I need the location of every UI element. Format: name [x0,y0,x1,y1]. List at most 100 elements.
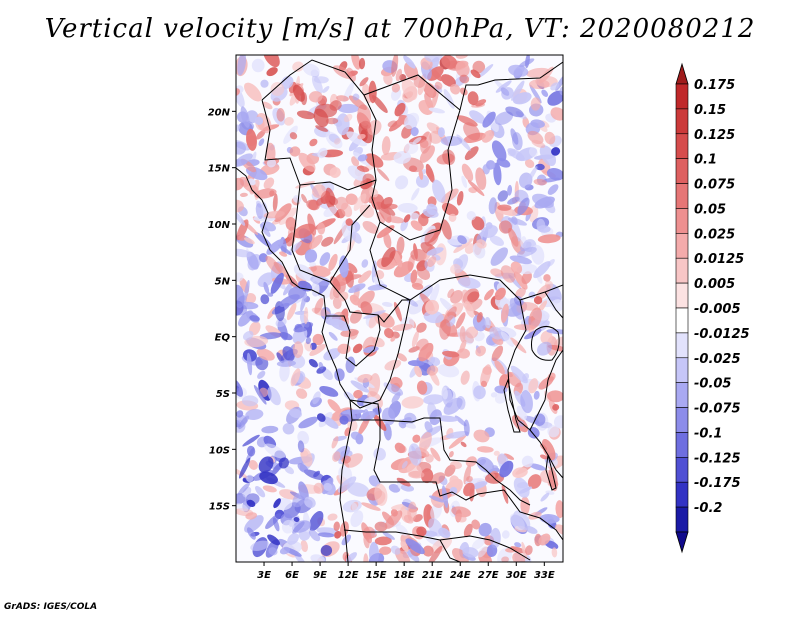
velocity-cell [543,274,551,282]
velocity-cell [301,193,308,204]
velocity-cell [244,237,255,245]
lon-tick-label: 6E [285,570,299,581]
velocity-cell [369,187,379,198]
velocity-cell [501,530,510,539]
velocity-cell [435,415,459,422]
velocity-cell [359,77,369,87]
velocity-cell [302,63,320,77]
lon-tick-label: 27E [478,570,499,581]
velocity-cell [482,111,496,128]
velocity-cell [255,486,266,498]
velocity-cell [538,376,554,390]
velocity-cell [310,275,331,286]
velocity-cell [514,542,522,548]
velocity-cell [405,538,425,555]
colorbar-top-arrow [675,62,689,85]
velocity-cell [257,370,266,379]
velocity-cell [368,312,379,329]
velocity-cell [403,112,420,130]
velocity-cell [539,454,548,460]
velocity-cell [251,58,265,73]
velocity-cell [426,365,439,376]
velocity-cell [319,252,331,266]
velocity-cell [328,253,338,271]
velocity-cell [286,344,296,359]
velocity-cell [289,146,301,157]
velocity-cell [497,204,512,211]
velocity-cell [410,127,419,137]
velocity-cell [551,299,563,312]
velocity-cell [246,128,257,151]
velocity-cell [473,385,486,400]
colorbar-swatch [675,382,689,408]
velocity-cell [358,57,366,70]
border-sudan [459,61,563,111]
velocity-cell [349,330,358,340]
velocity-cell [356,165,370,173]
colorbar-swatch [675,257,689,284]
velocity-cell [308,510,324,532]
velocity-cell [510,365,528,384]
velocity-cell [363,553,369,562]
velocity-cell [475,345,486,357]
velocity-cell [248,459,258,470]
velocity-cell [334,530,342,539]
velocity-cell [501,556,509,562]
velocity-cell [254,188,277,199]
velocity-cell [236,493,246,505]
velocity-cell [253,384,267,405]
velocity-cell [491,345,504,362]
velocity-cell [476,239,487,249]
velocity-cell [431,536,453,554]
velocity-cell [279,294,300,307]
velocity-cell [547,90,563,106]
velocity-cell [511,80,525,101]
velocity-cell [333,521,340,532]
velocity-cell [340,449,353,458]
velocity-cell [309,138,318,147]
velocity-cell [551,147,561,156]
velocity-cell [341,409,366,415]
velocity-cell [238,415,250,430]
colorbar-swatch [675,233,689,259]
velocity-cell [408,470,425,479]
velocity-cell [284,465,295,475]
velocity-cell [485,160,496,170]
velocity-cell [292,521,305,534]
velocity-cell [485,222,493,230]
velocity-cell [327,399,342,413]
velocity-cell [242,330,254,341]
colorbar-label: 0.1 [694,153,717,168]
velocity-cell [437,127,445,138]
velocity-cell [449,83,461,95]
velocity-cell [510,128,519,145]
colorbar-swatch [675,457,689,483]
velocity-cell [456,191,464,206]
velocity-cell [337,103,359,114]
velocity-cell [461,163,474,182]
velocity-cell [491,140,507,162]
velocity-cell [308,91,323,103]
velocity-cell [416,322,427,333]
velocity-cell [296,110,316,120]
velocity-cell [362,526,376,540]
velocity-cell [325,131,343,149]
velocity-cell [337,476,357,493]
velocity-cell [512,467,528,478]
lat-tick-label: 10N [208,220,231,231]
velocity-cell [236,378,244,397]
colorbar-label: 0.005 [694,277,735,292]
velocity-cell [351,55,361,70]
velocity-cell [313,482,324,494]
colorbar-label: -0.175 [694,476,741,491]
velocity-cell [397,202,418,214]
velocity-cell [476,312,483,323]
velocity-cell [541,438,556,461]
velocity-cell [525,545,533,556]
velocity-cell [509,255,532,265]
velocity-cell [512,92,532,105]
velocity-cell [441,485,449,508]
velocity-cell [540,330,553,344]
velocity-cell [499,460,514,478]
